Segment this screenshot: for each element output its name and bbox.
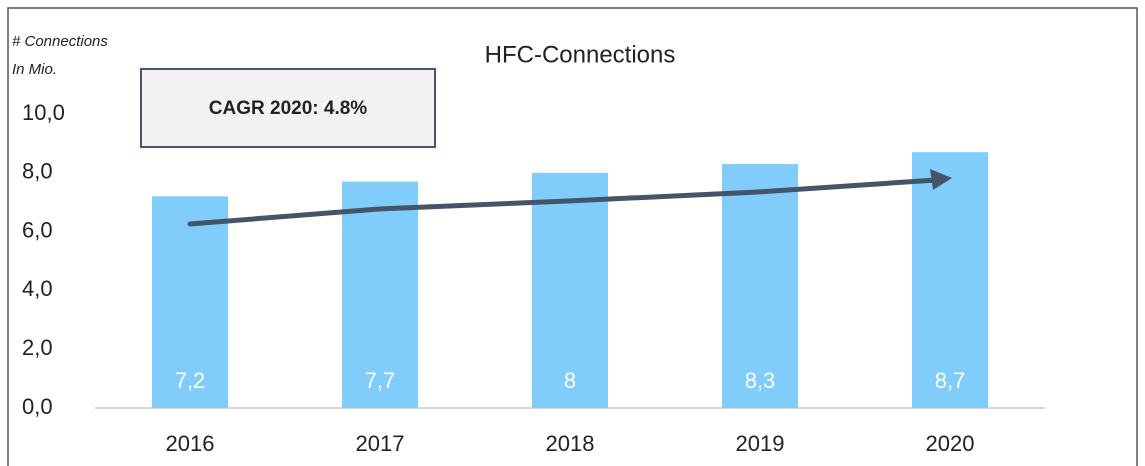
trend-arrow xyxy=(187,177,939,227)
y-tick-label: 10,0 xyxy=(22,100,65,125)
y-tick-label: 8,0 xyxy=(22,159,53,184)
bar xyxy=(342,181,418,408)
y-tick-label: 6,0 xyxy=(22,217,53,242)
x-tick-label: 2016 xyxy=(166,431,215,456)
bar xyxy=(912,152,988,408)
value-label: 8,3 xyxy=(745,368,776,393)
x-tick-label: 2017 xyxy=(356,431,405,456)
x-tick-label: 2019 xyxy=(736,431,785,456)
bar xyxy=(532,172,608,408)
bar xyxy=(152,196,228,408)
bar xyxy=(722,163,798,408)
value-label: 8 xyxy=(564,368,576,393)
annotation-box xyxy=(140,68,436,148)
value-label: 8,7 xyxy=(935,368,966,393)
value-label: 7,2 xyxy=(175,368,206,393)
x-tick-label: 2020 xyxy=(926,431,975,456)
y-axis-label: In Mio. xyxy=(12,61,57,78)
y-axis-label: # Connections xyxy=(12,33,108,50)
y-tick-label: 2,0 xyxy=(22,335,53,360)
value-label: 7,7 xyxy=(365,368,396,393)
y-tick-label: 0,0 xyxy=(22,394,53,419)
y-tick-label: 4,0 xyxy=(22,276,53,301)
chart-title: HFC-Connections xyxy=(485,41,676,68)
trend-arrowhead xyxy=(930,169,952,190)
annotation: CAGR 2020: 4.8% xyxy=(209,98,368,119)
x-tick-label: 2018 xyxy=(546,431,595,456)
frame xyxy=(7,7,1138,466)
